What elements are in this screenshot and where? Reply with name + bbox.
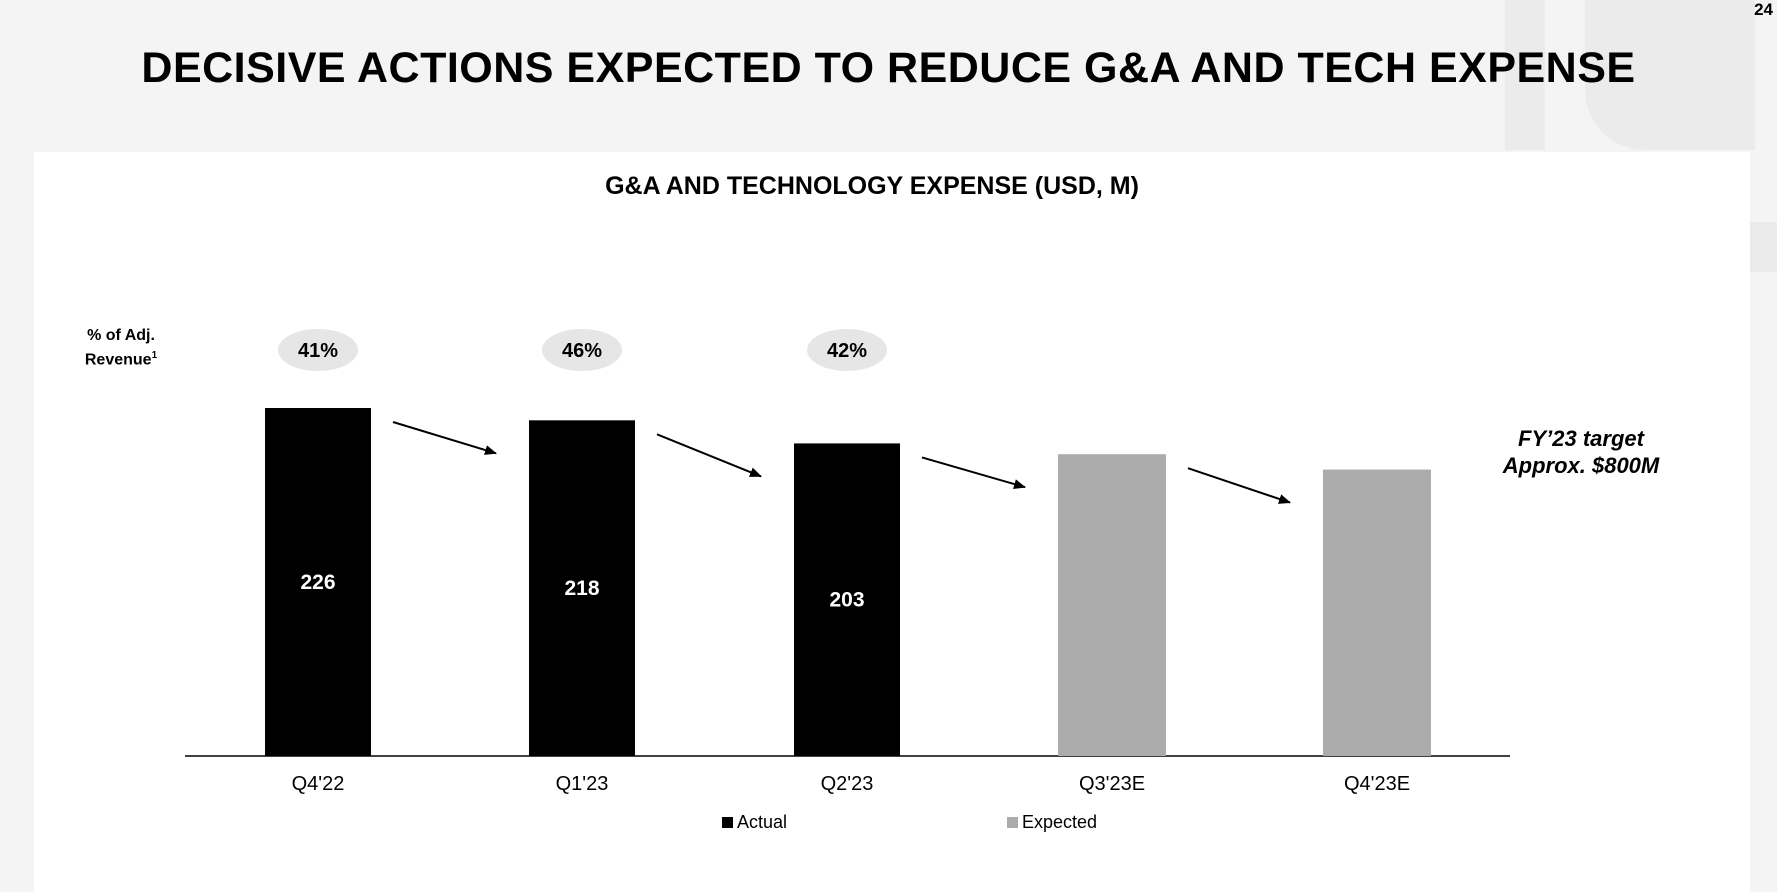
bar-value-label: 226 xyxy=(300,571,335,594)
x-tick-label: Q3'23E xyxy=(1079,773,1145,795)
bar-3 xyxy=(1058,454,1166,756)
bar-2 xyxy=(794,443,900,756)
pct-bubble-label: 42% xyxy=(827,340,867,362)
chart-title: G&A AND TECHNOLOGY EXPENSE (USD, M) xyxy=(605,172,1139,200)
legend-swatch-actual xyxy=(722,817,733,828)
pct-bubble-label: 46% xyxy=(562,340,602,362)
pct-label-line1: % of Adj. xyxy=(87,327,155,344)
background-decoration xyxy=(1505,0,1545,150)
target-note-line2: Approx. $800M xyxy=(1502,453,1660,478)
pct-bubble xyxy=(807,329,887,371)
pct-bubble-label: 41% xyxy=(298,340,338,362)
background-decoration xyxy=(1585,0,1755,150)
slide-number: 24 xyxy=(1754,0,1773,19)
pct-bubble xyxy=(278,329,358,371)
slide-title: DECISIVE ACTIONS EXPECTED TO REDUCE G&A … xyxy=(141,44,1636,92)
footnote-marker: 1 xyxy=(151,350,158,361)
x-tick-label: Q4'22 xyxy=(292,773,345,795)
pct-label-line2: Revenue xyxy=(84,351,152,369)
trend-arrow xyxy=(656,433,762,478)
legend-swatch-expected xyxy=(1007,817,1018,828)
pct-of-revenue-label: % of Adj. Revenue1 xyxy=(70,326,172,370)
pct-bubble xyxy=(542,329,622,371)
x-tick-label: Q1'23 xyxy=(556,773,609,795)
legend-label-actual: Actual xyxy=(737,812,788,832)
x-tick-label: Q4'23E xyxy=(1344,773,1410,795)
bar-value-label: 203 xyxy=(829,589,864,612)
legend-expected: Expected xyxy=(1007,812,1097,833)
x-tick-label: Q2'23 xyxy=(821,773,874,795)
fy23-target-note: FY’23 target Approx. $800M xyxy=(1468,425,1694,479)
legend-actual: Actual xyxy=(722,812,787,833)
trend-arrow xyxy=(392,421,497,455)
bar-0 xyxy=(265,408,371,756)
background-decoration xyxy=(1750,222,1777,272)
trend-arrow xyxy=(921,456,1026,489)
bar-1 xyxy=(529,420,635,756)
bar-value-label: 218 xyxy=(564,577,599,600)
target-note-line1: FY’23 target xyxy=(1518,426,1644,451)
legend-label-expected: Expected xyxy=(1022,812,1098,832)
bar-4 xyxy=(1323,469,1431,756)
trend-arrow xyxy=(1187,467,1291,504)
